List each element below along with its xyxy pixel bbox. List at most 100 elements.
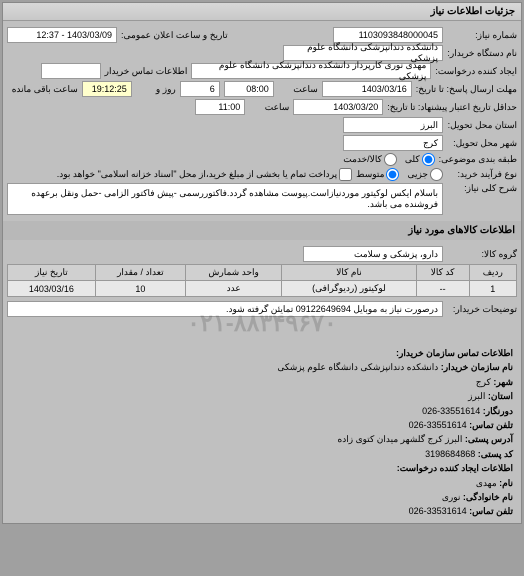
lname-label: نام خانوادگی:: [463, 492, 513, 502]
row-city: شهر محل تحویل: کرج: [7, 135, 517, 151]
label-process: نوع فرآیند خرید:: [447, 169, 517, 180]
creator-title: اطلاعات ایجاد کننده درخواست:: [397, 463, 513, 473]
field-requester: مهدی نوری کارپرداز دانشکده دندانپزشکی دا…: [191, 63, 431, 79]
label-remain: ساعت باقی مانده: [12, 84, 78, 95]
org-value: دانشکده دندانپزشکی دانشگاه علوم پزشکی: [277, 362, 438, 372]
c-province: کرج: [476, 377, 491, 387]
label-buyer-notes: توضیحات خریدار:: [447, 304, 517, 315]
label-city: شهر محل تحویل:: [447, 138, 517, 149]
th-4: تعداد / مقدار: [95, 265, 185, 281]
radio-medium-input[interactable]: [386, 168, 399, 181]
contact-title: اطلاعات تماس سازمان خریدار:: [396, 348, 513, 358]
goods-section-title: اطلاعات کالاهای مورد نیاز: [3, 221, 521, 240]
phone: 33551614-026: [409, 420, 467, 430]
radio-goods[interactable]: کالا/خدمت: [343, 153, 397, 166]
label-group: طبقه بندی موضوعی:: [439, 154, 517, 165]
table-row: 1 -- لوکیتور (ردیوگرافی) عدد 10 1403/03/…: [8, 281, 517, 297]
field-goods-group: دارو، پزشکی و سلامت: [303, 246, 443, 262]
name-label: نام:: [499, 478, 513, 488]
th-3: واحد شمارش: [185, 265, 282, 281]
address-label: آدرس پستی:: [465, 434, 513, 444]
row-province: استان محل تحویل: البرز: [7, 117, 517, 133]
label-deadline: مهلت ارسال پاسخ: تا تاریخ:: [416, 84, 517, 95]
field-delivery-time: 11:00: [195, 99, 245, 115]
radio-group-type: کلی کالا/خدمت: [343, 153, 434, 166]
field-remain: 19:12:25: [82, 81, 132, 97]
td-4: 10: [95, 281, 185, 297]
td-0: 1: [469, 281, 516, 297]
row-process: نوع فرآیند خرید: جزیی متوسط پرداخت تمام …: [7, 168, 517, 181]
radio-group-process: جزیی متوسط: [356, 168, 443, 181]
field-request-no: 1103093848000045: [333, 27, 443, 43]
radio-all[interactable]: کلی: [405, 153, 435, 166]
field-buyer-contact: [41, 63, 101, 79]
label-buyer-device: نام دستگاه خریدار:: [447, 48, 517, 59]
radio-all-input[interactable]: [422, 153, 435, 166]
field-delivery-date: 1403/03/20: [293, 99, 383, 115]
row-buyer-notes: توضیحات خریدار: درصورت نیاز به موبایل 09…: [7, 301, 517, 317]
row-deadline: مهلت ارسال پاسخ: تا تاریخ: 1403/03/16 سا…: [7, 81, 517, 97]
radio-goods-input[interactable]: [384, 153, 397, 166]
contact-info-block: اطلاعات تماس سازمان خریدار: نام سازمان خ…: [3, 342, 521, 523]
label-goods-group: گروه کالا:: [447, 249, 517, 260]
checkbox-payment[interactable]: پرداخت تمام یا بخشی از مبلغ خرید،از محل …: [57, 168, 352, 181]
fax: 33551614-026: [422, 406, 480, 416]
row-delivery-deadline: حداقل تاریخ اعتبار پیشنهاد: تا تاریخ: 14…: [7, 99, 517, 115]
field-announce: 1403/03/09 - 12:37: [7, 27, 117, 43]
main-panel: جزئیات اطلاعات نیاز شماره نیاز: 11030938…: [2, 2, 522, 524]
td-1: --: [416, 281, 469, 297]
cphone-label: تلفن تماس:: [469, 506, 513, 516]
fax-label: دورنگار:: [483, 406, 513, 416]
table-header-row: ردیف کد کالا نام کالا واحد شمارش تعداد /…: [8, 265, 517, 281]
phone-label: تلفن تماس:: [469, 420, 513, 430]
label-time1: ساعت: [278, 84, 318, 95]
c-city: البرز: [468, 391, 485, 401]
field-buyer-notes: درصورت نیاز به موبایل 09122649694 تمایئن…: [7, 301, 443, 317]
c-province-label: شهر:: [493, 377, 513, 387]
radio-partial[interactable]: جزیی: [407, 168, 443, 181]
field-deadline-date: 1403/03/16: [322, 81, 412, 97]
th-2: نام کالا: [282, 265, 416, 281]
field-days: 6: [180, 81, 220, 97]
payment-note: پرداخت تمام یا بخشی از مبلغ خرید،از محل …: [57, 169, 337, 180]
label-desc: شرح کلی نیاز:: [447, 183, 517, 194]
address: البرز کرج گلشهر میدان کتوی زاده: [338, 434, 463, 444]
postal-label: کد پستی:: [478, 449, 513, 459]
label-announce: تاریخ و ساعت اعلان عمومی:: [121, 30, 228, 41]
field-buyer-device: دانشکده دندانپزشکی دانشگاه علوم پزشکی: [283, 45, 443, 61]
cphone: 33531614-026: [409, 506, 467, 516]
row-desc: شرح کلی نیاز: باسلام ایکس لوکیتور موردنی…: [7, 183, 517, 215]
th-5: تاریخ نیاز: [8, 265, 96, 281]
field-city: کرج: [343, 135, 443, 151]
row-buyer-device: نام دستگاه خریدار: دانشکده دندانپزشکی دا…: [7, 45, 517, 61]
label-time2: ساعت: [249, 102, 289, 113]
label-requester: ایجاد کننده درخواست:: [435, 66, 517, 77]
goods-table: ردیف کد کالا نام کالا واحد شمارش تعداد /…: [7, 264, 517, 297]
panel-header: جزئیات اطلاعات نیاز: [3, 3, 521, 21]
lname: نوری: [442, 492, 461, 502]
field-deadline-time: 08:00: [224, 81, 274, 97]
row-requester: ایجاد کننده درخواست: مهدی نوری کارپرداز …: [7, 63, 517, 79]
label-delivery-deadline: حداقل تاریخ اعتبار پیشنهاد: تا تاریخ:: [387, 102, 517, 113]
td-2: لوکیتور (ردیوگرافی): [282, 281, 416, 297]
label-province: استان محل تحویل:: [447, 120, 517, 131]
c-city-label: استان:: [488, 391, 513, 401]
field-province: البرز: [343, 117, 443, 133]
row-request-no: شماره نیاز: 1103093848000045 تاریخ و ساع…: [7, 27, 517, 43]
th-1: کد کالا: [416, 265, 469, 281]
postal: 3198684868: [425, 449, 475, 459]
panel-title: جزئیات اطلاعات نیاز: [431, 6, 515, 17]
goods-content: گروه کالا: دارو، پزشکی و سلامت ردیف کد ک…: [3, 240, 521, 342]
row-goods-group: گروه کالا: دارو، پزشکی و سلامت: [7, 246, 517, 262]
label-buyer-contact: اطلاعات تماس خریدار: [105, 66, 188, 77]
label-days: روز و: [136, 84, 176, 95]
radio-medium[interactable]: متوسط: [356, 168, 399, 181]
desc-box: باسلام ایکس لوکیتور موردنیازاست.پیوست مش…: [7, 183, 443, 215]
td-3: عدد: [185, 281, 282, 297]
th-0: ردیف: [469, 265, 516, 281]
radio-partial-input[interactable]: [430, 168, 443, 181]
name: مهدی: [476, 478, 497, 488]
panel-content: شماره نیاز: 1103093848000045 تاریخ و ساع…: [3, 21, 521, 221]
checkbox-payment-input[interactable]: [339, 168, 352, 181]
td-5: 1403/03/16: [8, 281, 96, 297]
